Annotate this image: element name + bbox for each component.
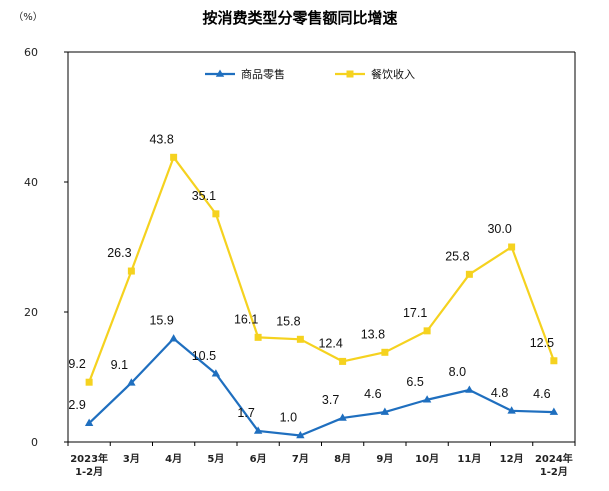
data-point <box>380 407 390 415</box>
data-point <box>338 413 347 421</box>
data-label: 9.1 <box>111 358 128 372</box>
y-tick-label: 40 <box>24 176 38 189</box>
series-retail: 2.9 9.1 15.9 10.5 1.7 1.0 3.7 4.6 6.5 8.0 4.8 4.6 <box>68 314 559 439</box>
data-label: 25.8 <box>445 249 469 263</box>
data-label: 4.6 <box>364 387 381 401</box>
x-tick-label: 10月 <box>415 453 439 465</box>
x-tick-label: 8月 <box>334 453 351 465</box>
data-point <box>85 378 93 386</box>
data-label: 43.8 <box>149 132 173 146</box>
legend-label: 商品零售 <box>241 67 285 81</box>
x-tick-label: 3月 <box>123 453 140 465</box>
x-tick-label: 12月 <box>500 453 524 465</box>
data-point <box>423 327 431 335</box>
data-label: 2.9 <box>68 398 85 412</box>
data-point <box>211 369 221 377</box>
data-point <box>170 153 178 161</box>
y-axis-unit: （%） <box>13 11 43 23</box>
series-catering: 9.2 26.3 43.8 35.1 16.1 15.8 12.4 13.8 17.1 25.8 3… <box>68 132 558 386</box>
data-point <box>508 243 516 251</box>
data-label: 9.2 <box>68 357 85 371</box>
y-tick-label: 20 <box>24 306 38 319</box>
y-tick-label: 60 <box>24 46 38 59</box>
series-line <box>88 156 555 383</box>
data-label: 1.0 <box>280 411 297 425</box>
x-tick-label: 2023年 1-2月 <box>70 452 108 478</box>
data-point <box>212 210 220 218</box>
data-point <box>127 267 135 275</box>
data-label: 30.0 <box>487 222 511 236</box>
data-point <box>465 270 473 278</box>
data-point <box>507 406 516 414</box>
axes: 0 20 40 60 2023年 1-2月 3月 4月 5月 6月 7月 8月 9月 10月 11月 12月 2… <box>24 46 576 478</box>
data-label: 4.6 <box>533 387 550 401</box>
chart-title: 按消费类型分零售额同比增速 <box>202 9 397 27</box>
data-label: 6.5 <box>406 375 423 389</box>
x-tick-label: 9月 <box>376 453 393 465</box>
data-label: 35.1 <box>192 189 216 203</box>
data-label: 17.1 <box>403 306 427 320</box>
legend: 商品零售 餐饮收入 <box>205 67 415 81</box>
data-point <box>127 378 136 386</box>
data-label: 13.8 <box>361 327 385 341</box>
data-label: 12.4 <box>318 336 342 350</box>
data-label: 8.0 <box>449 365 466 379</box>
data-label: 3.7 <box>322 393 339 407</box>
legend-marker <box>346 70 354 78</box>
data-label: 15.9 <box>149 314 173 328</box>
x-tick-label: 7月 <box>292 453 309 465</box>
data-point <box>422 395 432 403</box>
data-point <box>550 357 558 365</box>
series-layer: 2.99.115.910.51.7 1.03.7 4.66.58.04.8 4.69.… <box>68 132 559 439</box>
data-point <box>169 334 178 342</box>
data-label: 12.5 <box>530 336 554 350</box>
legend-item: 餐饮收入 <box>335 67 415 81</box>
data-point <box>254 333 262 341</box>
data-label: 26.3 <box>107 246 131 260</box>
data-point <box>84 418 94 426</box>
data-point <box>381 348 389 356</box>
x-tick-label: 5月 <box>207 453 224 465</box>
data-label: 4.8 <box>491 386 508 400</box>
data-point <box>253 426 263 434</box>
x-tick-label: 4月 <box>165 453 182 465</box>
data-point <box>549 407 559 415</box>
data-label: 16.1 <box>234 312 258 326</box>
data-label: 15.8 <box>276 314 300 328</box>
legend-label: 餐饮收入 <box>371 67 415 81</box>
legend-marker <box>215 69 225 77</box>
x-tick-label: 11月 <box>457 453 481 465</box>
data-point <box>339 357 347 365</box>
legend-item: 商品零售 <box>205 67 285 81</box>
data-point <box>296 430 305 439</box>
y-tick-label: 0 <box>31 436 38 449</box>
data-label: 10.5 <box>192 349 216 363</box>
data-point <box>296 335 304 343</box>
data-point <box>465 385 474 393</box>
x-tick-label: 6月 <box>250 453 267 465</box>
series-line <box>88 337 554 437</box>
data-label: 1.7 <box>237 406 254 420</box>
x-tick-label: 2024年 1-2月 <box>535 452 573 478</box>
